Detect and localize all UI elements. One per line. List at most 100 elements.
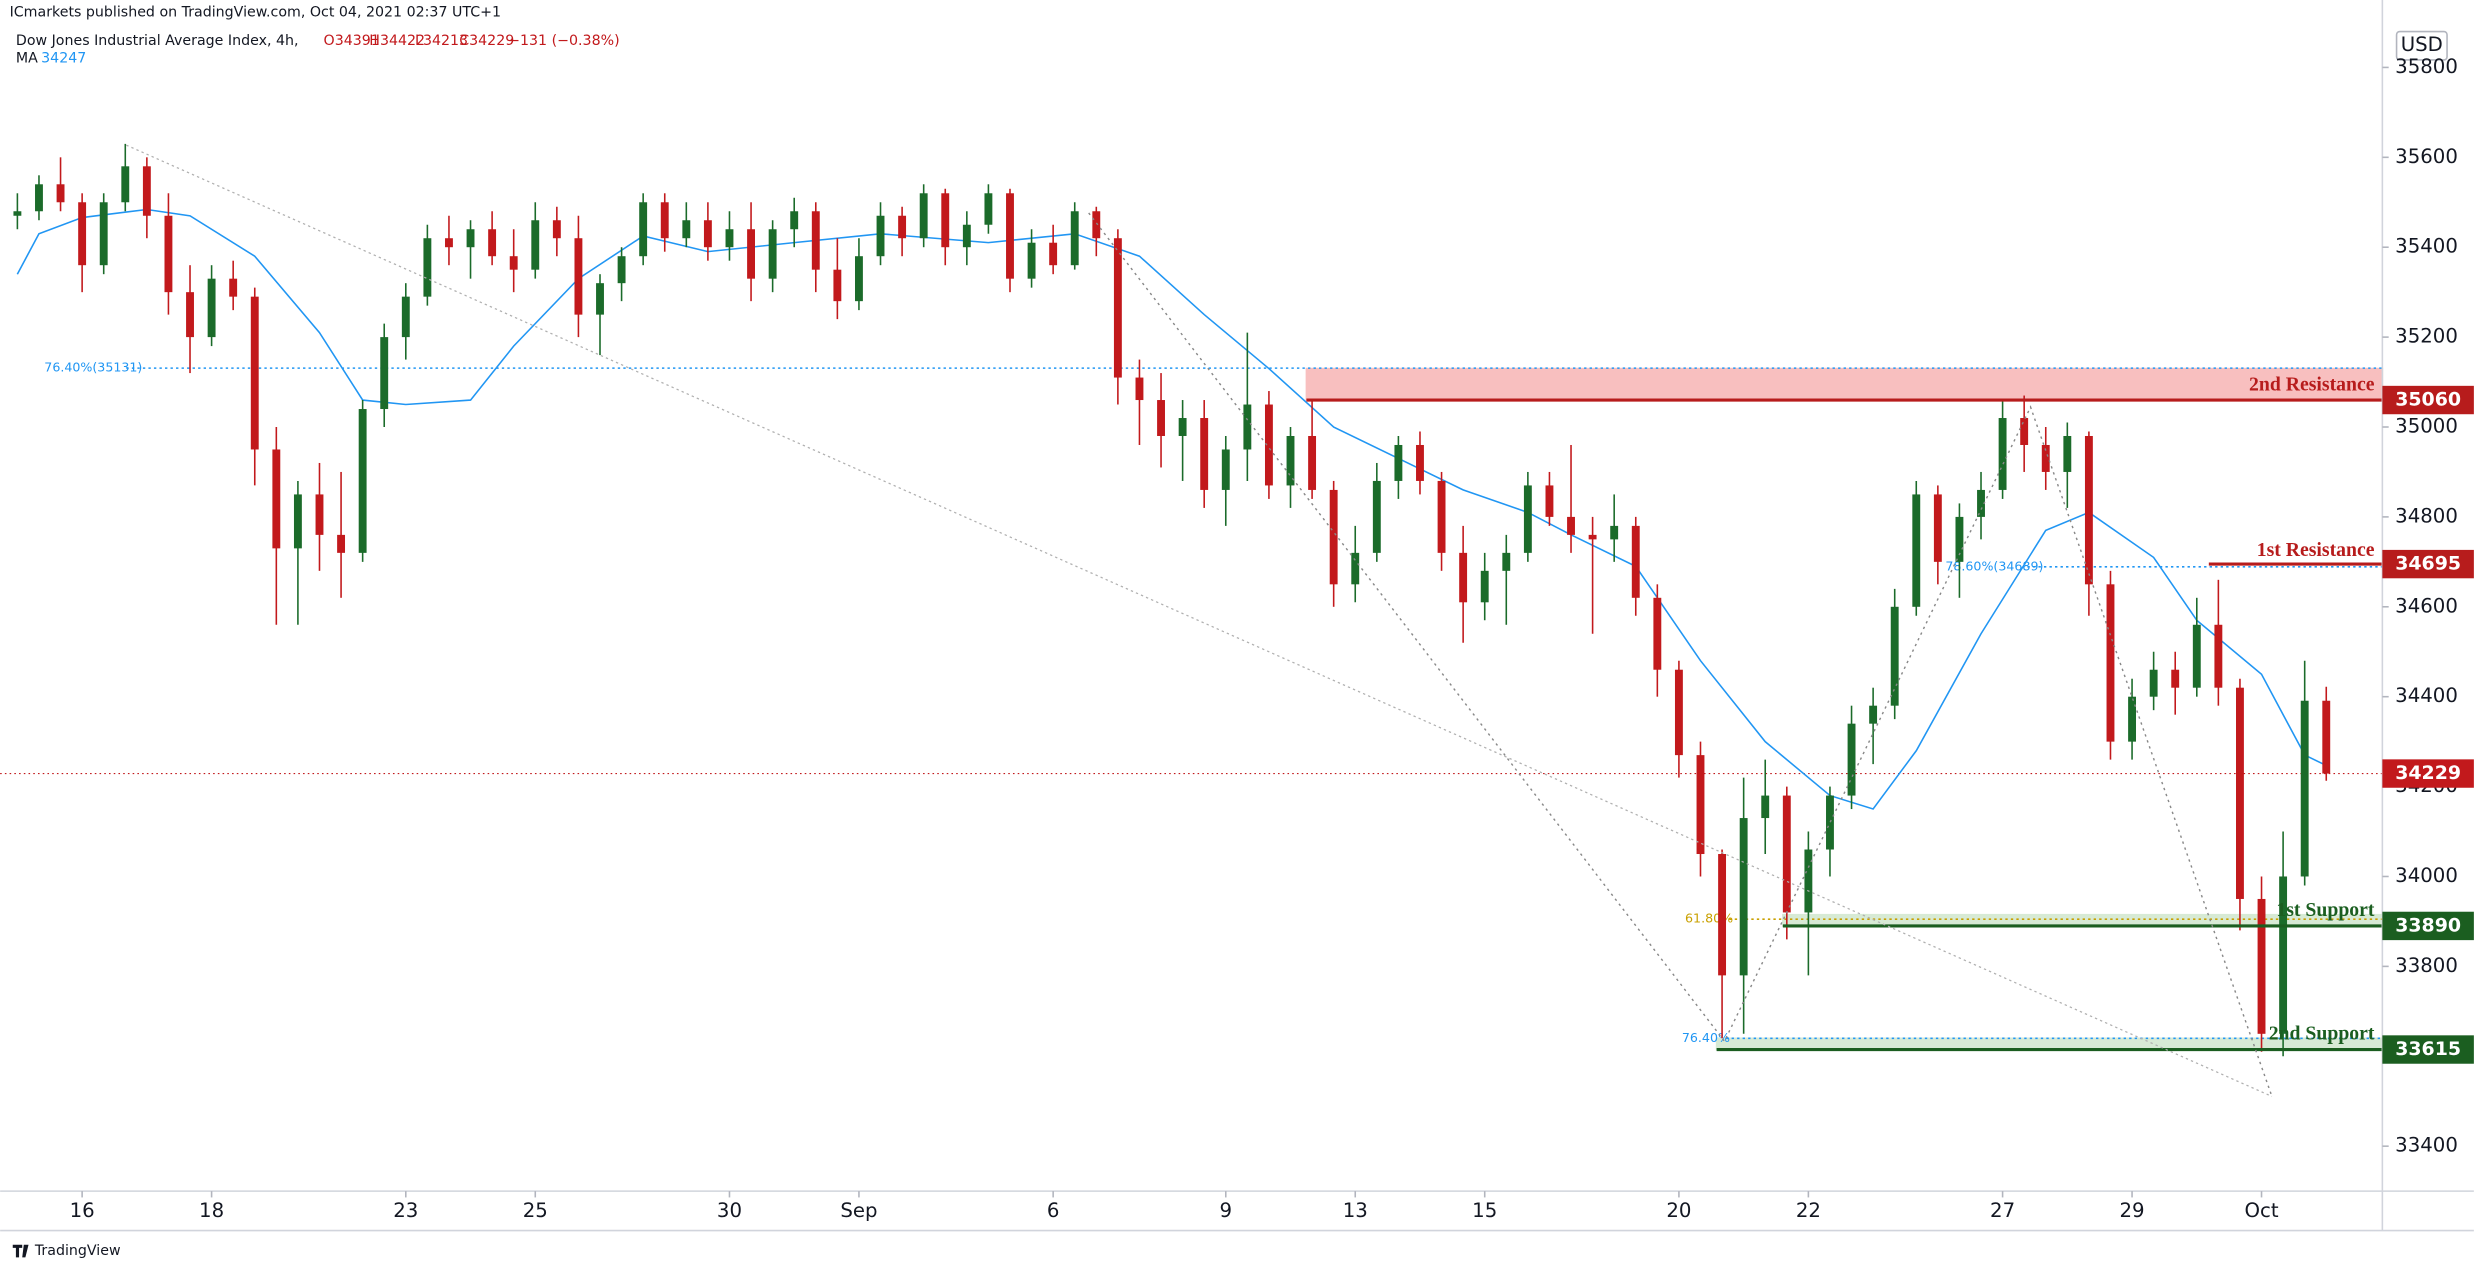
candle-body: [99, 202, 108, 266]
candle-body: [984, 193, 993, 225]
x-tick-label: 29: [2120, 1199, 2145, 1222]
candle-body: [876, 215, 885, 257]
x-tick-label: 6: [1047, 1199, 1060, 1222]
candle-body: [423, 238, 432, 297]
candle-body: [531, 220, 540, 270]
level-price-box: [2382, 549, 2474, 579]
level-zone: [1305, 367, 2384, 401]
candle-body: [2279, 876, 2288, 1034]
candle-body: [962, 224, 971, 248]
level-price: 35060: [2395, 389, 2461, 411]
candle-body: [2171, 669, 2180, 688]
y-tick-label: 34600: [2395, 594, 2458, 617]
candle-body: [1286, 435, 1295, 486]
candle-body: [466, 229, 475, 248]
candle-body: [272, 449, 281, 549]
candle-body: [13, 211, 22, 216]
candle-body: [2041, 444, 2050, 472]
candle-body: [2300, 700, 2309, 877]
level-label: 2nd Support: [2269, 1023, 2375, 1045]
candle-body: [315, 494, 324, 535]
candle-body: [2192, 624, 2201, 688]
candle-body: [1006, 193, 1014, 279]
y-tick-label: 34800: [2395, 504, 2458, 527]
ohlc-change: −131 (−0.38%): [508, 33, 620, 49]
y-tick-label: 35000: [2395, 415, 2458, 438]
candle-body: [639, 202, 648, 257]
x-tick-label: 23: [393, 1199, 418, 1222]
candle-body: [1912, 494, 1921, 607]
candle-body: [552, 220, 561, 239]
candle-body: [811, 211, 820, 270]
candle-body: [207, 278, 216, 338]
candle-body: [1480, 570, 1489, 603]
x-tick-label: 18: [199, 1199, 224, 1222]
candle-body: [2128, 696, 2137, 742]
candle-body: [445, 238, 453, 248]
footer-logo-text: TradingView: [34, 1243, 121, 1259]
y-tick-label: 33400: [2395, 1134, 2458, 1157]
candle-body: [1416, 444, 1424, 481]
candle-body: [941, 193, 950, 248]
candle-body: [1610, 525, 1619, 540]
candle-body: [1157, 400, 1165, 436]
candle-body: [2020, 418, 2029, 445]
level-label: 1st Resistance: [2257, 539, 2375, 561]
candle-body: [229, 278, 238, 297]
candle-body: [1502, 552, 1511, 571]
candle-body: [337, 534, 346, 553]
candle-body: [2214, 624, 2223, 688]
candle-body: [703, 220, 712, 248]
candle-body: [768, 229, 777, 279]
last-price: 34229: [2395, 762, 2461, 784]
footer-logo: [12, 1244, 29, 1258]
x-tick-label: 20: [1666, 1199, 1691, 1222]
candle-body: [1135, 377, 1144, 401]
candle-body: [1567, 516, 1575, 535]
candle-body: [1869, 705, 1878, 724]
x-tick-label: 22: [1796, 1199, 1821, 1222]
candle-body: [617, 256, 626, 284]
fib-label: 76.40%(35131): [44, 360, 142, 375]
x-tick-label: 25: [523, 1199, 548, 1222]
candle-body: [1351, 552, 1360, 585]
plot-area: 76.40%(35131)78.60%(34689)61.80%76.40%2n…: [0, 143, 2384, 1057]
candle-body: [35, 184, 43, 212]
candle-body: [790, 211, 799, 230]
y-tick-label: 35400: [2395, 235, 2458, 258]
x-tick-label: 30: [717, 1199, 742, 1222]
candle-body: [1826, 795, 1834, 850]
chart-title: Dow Jones Industrial Average Index, 4h,: [16, 33, 299, 49]
candle-body: [1977, 489, 1985, 517]
level-price-box: [2382, 1035, 2474, 1064]
candle-body: [574, 238, 583, 315]
candle-body: [2063, 435, 2072, 472]
candle-body: [1070, 211, 1079, 266]
candle-body: [164, 215, 173, 293]
candle-body: [1696, 755, 1705, 855]
y-tick-label: 35200: [2395, 325, 2458, 348]
candle-body: [1437, 480, 1446, 553]
candle-body: [1653, 597, 1662, 670]
x-tick-label: 27: [1990, 1199, 2015, 1222]
last-price-box: [2382, 759, 2474, 788]
candle-body: [747, 229, 755, 279]
candle-body: [2106, 584, 2115, 742]
candle-body: [2236, 687, 2244, 899]
level-price-box: [2382, 911, 2474, 941]
candle-body: [1739, 818, 1748, 976]
candle-body: [78, 202, 87, 266]
candle-body: [725, 229, 734, 248]
candle-body: [142, 166, 151, 216]
candle-body: [2322, 700, 2331, 774]
candle-body: [833, 269, 842, 302]
candle-body: [1049, 242, 1058, 266]
ma-legend-value: 34247: [41, 50, 86, 66]
ohlc-close: C34229: [459, 33, 514, 49]
level-price: 33890: [2395, 914, 2461, 936]
candle-body: [1890, 606, 1899, 706]
candle-body: [186, 292, 194, 338]
candle-body: [1264, 404, 1273, 486]
